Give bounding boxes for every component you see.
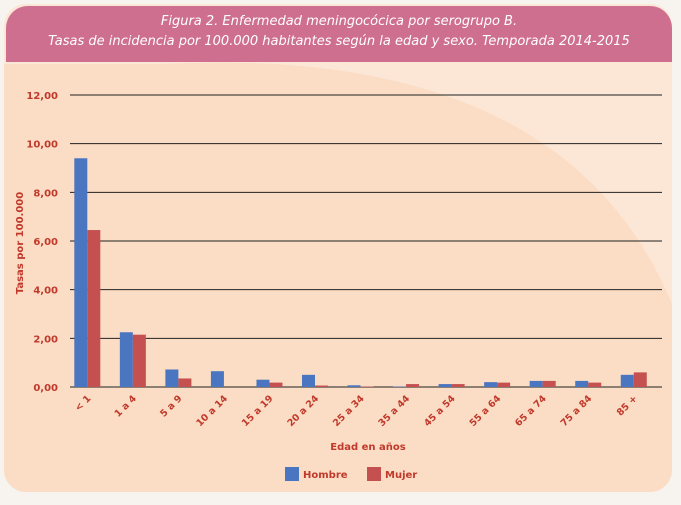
bar-mujer [178,378,192,387]
bar-mujer [588,382,602,387]
legend: Hombre Mujer [285,467,417,481]
bar-hombre [119,332,133,387]
legend-label-hombre: Hombre [303,470,348,481]
bar-mujer [633,372,647,387]
x-tick-label: < 1 [73,393,93,413]
bar-mujer [132,334,146,387]
x-tick-label: 1 a 4 [113,393,140,420]
bar-mujer [87,230,101,387]
x-axis-title: Edad en años [330,442,405,453]
bar-hombre [210,371,224,387]
bar-hombre [438,384,452,387]
bar-hombre [256,379,270,387]
chart-title-line2: Tasas de incidencia por 100.000 habitant… [48,34,630,49]
y-tick-label: 12,00 [26,91,58,102]
bar-mujer [451,384,465,387]
x-axis-ticks: < 1 1 a 4 5 a 9 10 a 14 15 a 19 20 a 24 25 a 3… [73,393,640,429]
bar-hombre [74,158,88,387]
bar-hombre [165,369,179,387]
bars [74,158,647,387]
legend-swatch-mujer [367,467,381,481]
bar-hombre [575,380,589,387]
x-tick-label: 25 a 34 [331,393,367,429]
x-tick-label: 65 a 74 [513,393,549,429]
chart-title-line1: Figura 2. Enfermedad meningocócica por s… [160,14,518,29]
bar-mujer [542,380,556,387]
x-tick-label: 20 a 24 [285,393,321,429]
bar-hombre [620,374,634,387]
x-tick-label: 55 a 64 [468,393,504,429]
bar-mujer [269,382,283,387]
x-tick-label: 35 a 44 [377,393,413,429]
bar-hombre [301,374,315,387]
y-tick-label: 10,00 [26,140,58,151]
legend-label-mujer: Mujer [385,470,417,481]
x-tick-label: 15 a 19 [240,393,276,429]
x-tick-label: 10 a 14 [194,393,230,429]
bar-mujer [314,385,328,387]
x-tick-label: 5 a 9 [158,393,184,419]
legend-swatch-hombre [285,467,299,481]
x-tick-label: 75 a 84 [559,393,595,429]
y-tick-label: 0,00 [33,383,58,394]
y-tick-label: 6,00 [33,237,58,248]
y-axis-ticks: 0,00 2,00 4,00 6,00 8,00 10,00 12,00 [26,91,58,394]
chart-header: Figura 2. Enfermedad meningocócica por s… [6,6,672,62]
bar-hombre [347,385,361,387]
y-axis-title: Tasas por 100.000 [15,192,26,294]
bar-hombre [484,382,498,387]
y-tick-label: 8,00 [33,188,58,199]
bar-mujer [406,384,420,387]
grid-lines [70,94,662,388]
x-tick-label: 45 a 54 [422,393,458,429]
y-tick-label: 4,00 [33,286,58,297]
y-tick-label: 2,00 [33,334,58,345]
bar-mujer [497,382,511,387]
x-tick-label: 85 + [615,393,640,418]
bar-hombre [529,380,543,387]
